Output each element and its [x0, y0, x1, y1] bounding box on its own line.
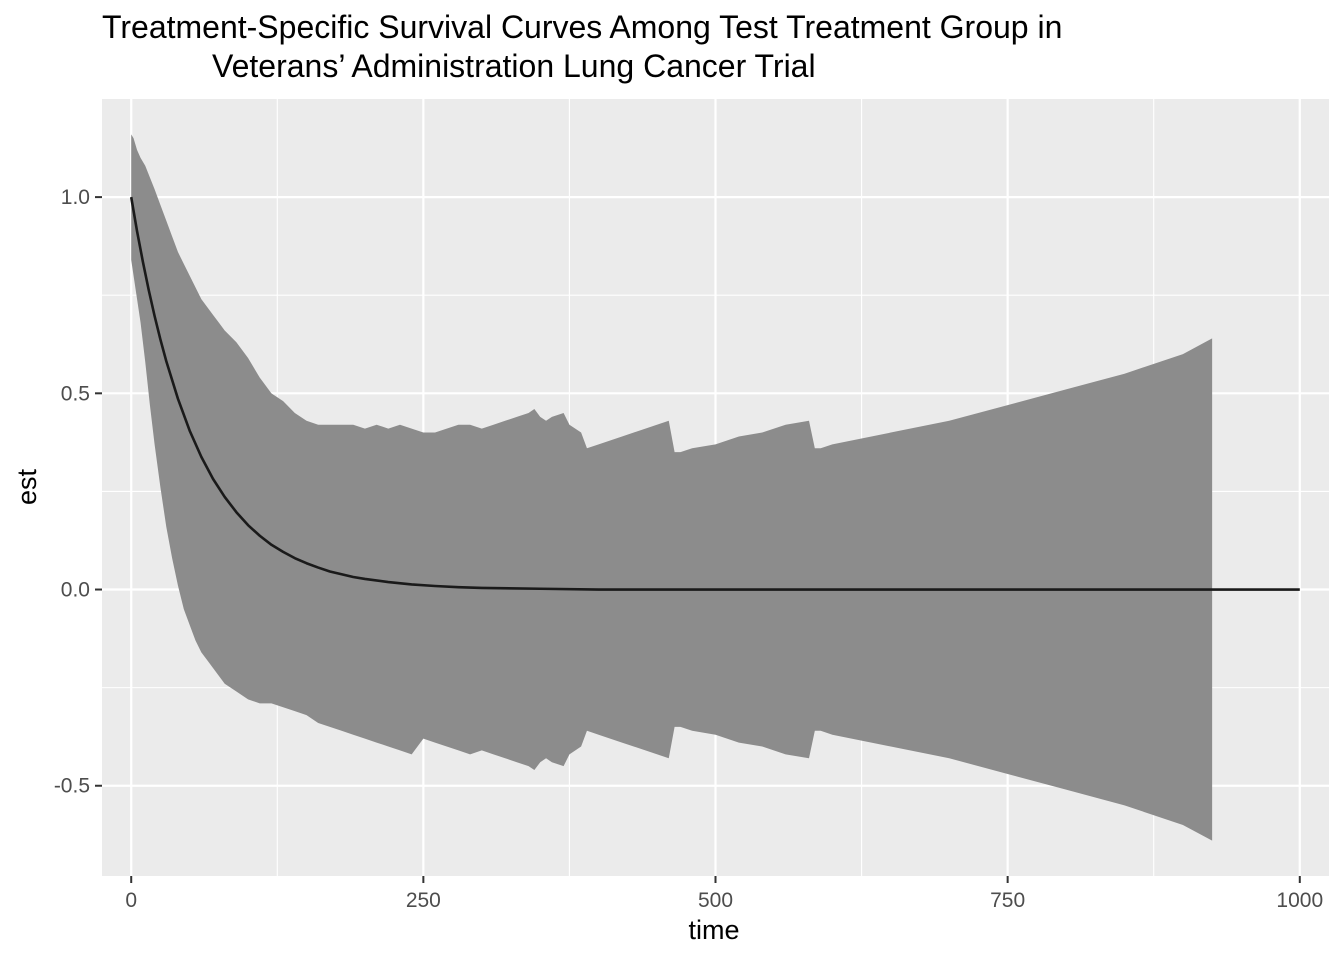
- confidence-band: [131, 134, 1213, 841]
- survival-curve: [129, 196, 1300, 591]
- y-tick-label: -0.5: [54, 775, 90, 798]
- y-axis: -0.5 0.0 0.5 1.0: [54, 186, 102, 798]
- x-tick-label: 1000: [1276, 889, 1323, 912]
- y-tick-label: 0.5: [61, 382, 90, 405]
- chart-title-line-2: Veterans’ Administration Lung Cancer Tri…: [212, 48, 816, 84]
- x-axis-title: time: [688, 915, 739, 945]
- y-axis-title: est: [12, 468, 42, 505]
- x-axis: 0 250 500 750 1000: [125, 876, 1323, 912]
- x-tick-label: 0: [125, 889, 137, 912]
- x-tick-label: 500: [698, 889, 733, 912]
- y-tick-label: 1.0: [61, 186, 90, 209]
- survival-curve-layer: [129, 196, 1300, 591]
- x-tick-label: 250: [406, 889, 441, 912]
- y-tick-label: 0.0: [61, 579, 90, 602]
- x-tick-label: 750: [990, 889, 1025, 912]
- confidence-band-layer: [131, 134, 1213, 841]
- chart-title-line-1: Treatment-Specific Survival Curves Among…: [102, 9, 1062, 45]
